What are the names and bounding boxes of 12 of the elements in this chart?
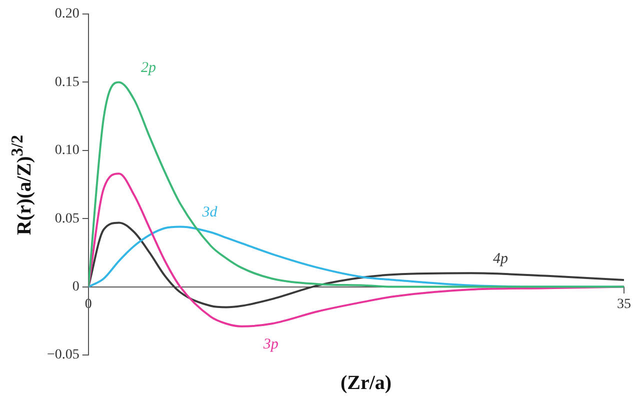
y-tick-label: 0.15 <box>54 74 80 90</box>
x-axis-title: (Zr/a) <box>340 372 392 395</box>
y-tick-label: −0.05 <box>46 348 80 363</box>
series-label: 2p <box>141 60 156 76</box>
series-label: 3d <box>201 204 218 221</box>
series-label: 3p <box>262 336 279 352</box>
y-tick-label: 0 <box>72 279 80 294</box>
x-tick-label: 35 <box>617 296 631 312</box>
y-tick-label: 0.20 <box>54 6 80 22</box>
y-tick-label: 0.10 <box>54 143 80 158</box>
series-label: 4p <box>492 251 508 268</box>
y-tick-label: 0.05 <box>54 211 80 226</box>
